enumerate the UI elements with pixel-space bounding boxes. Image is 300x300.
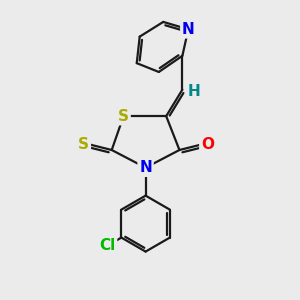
Text: S: S	[78, 136, 89, 152]
Text: Cl: Cl	[99, 238, 116, 253]
Text: O: O	[201, 136, 214, 152]
Text: N: N	[182, 22, 195, 37]
Text: N: N	[139, 160, 152, 175]
Text: H: H	[187, 84, 200, 99]
Text: S: S	[118, 109, 129, 124]
